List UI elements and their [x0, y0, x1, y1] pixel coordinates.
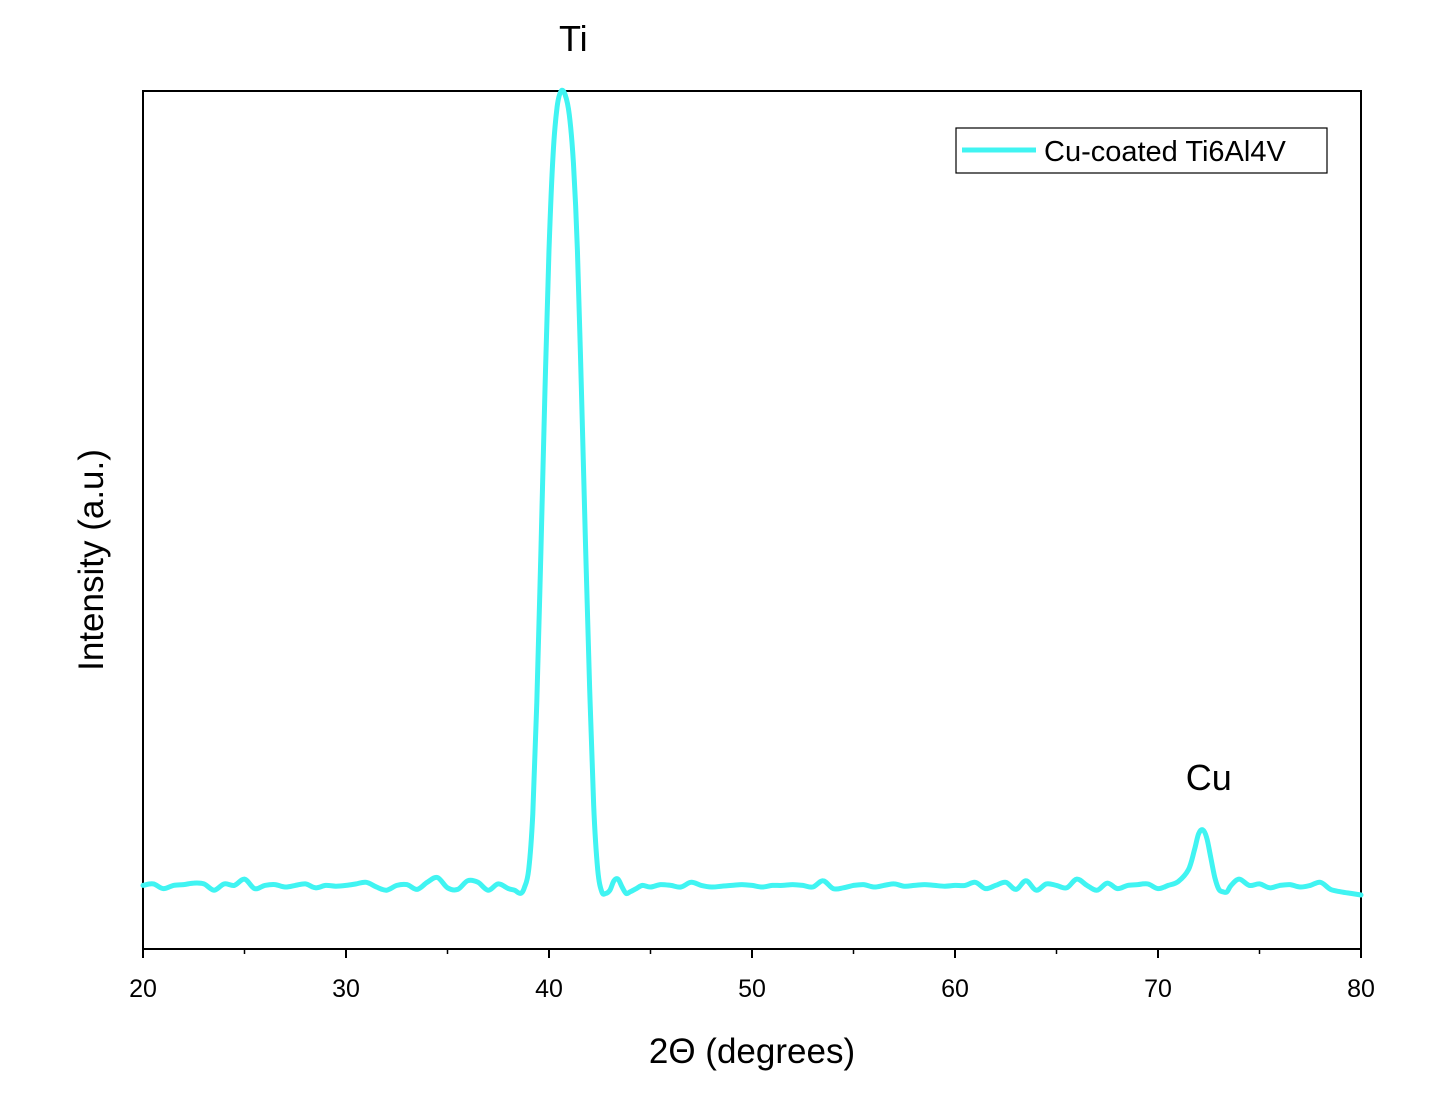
x-tick-label: 60: [941, 975, 969, 1003]
legend-entry: Cu-coated Ti6Al4V: [1044, 136, 1286, 168]
legend: Cu-coated Ti6Al4V: [955, 127, 1328, 174]
plot-frame: [142, 90, 1362, 950]
x-tick-label: 50: [738, 975, 766, 1003]
x-tick-label: 30: [332, 975, 360, 1003]
x-tick-label: 80: [1347, 975, 1375, 1003]
x-tick-label: 70: [1144, 975, 1172, 1003]
x-tick-label: 40: [535, 975, 563, 1003]
y-axis-label: Intensity (a.u.): [72, 449, 111, 671]
x-axis-tick-labels: 20 30 40 50 60 70 80: [129, 975, 1375, 1003]
x-axis-label: 2Θ (degrees): [649, 1032, 855, 1071]
peak-annotations: Ti Cu: [559, 18, 1232, 798]
series-line: [140, 87, 1364, 898]
x-tick-label: 20: [129, 975, 157, 1003]
peak-label-ti: Ti: [559, 18, 588, 59]
x-axis-ticks: [142, 949, 1362, 958]
peak-label-cu: Cu: [1186, 757, 1232, 798]
